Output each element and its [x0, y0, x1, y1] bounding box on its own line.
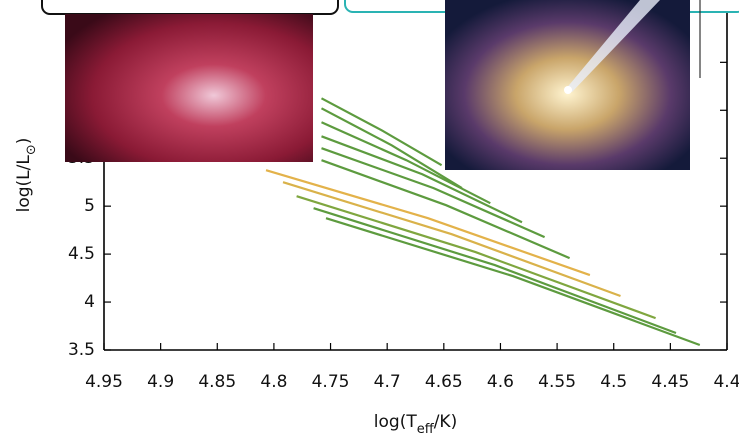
left-callout	[41, 0, 339, 15]
x-tick-label: 4.6	[487, 372, 514, 392]
y-axis-label-main: log(L/L	[14, 155, 34, 213]
x-tick-label: 4.5	[600, 372, 627, 392]
track-line	[325, 217, 701, 347]
track-line	[321, 147, 546, 239]
y-tick-label: 5	[84, 196, 95, 216]
nebula-image	[65, 14, 313, 162]
y-axis-label-tail: )	[14, 138, 34, 145]
track-line	[320, 107, 463, 190]
x-axis-label: log(Teff/K)	[374, 412, 457, 435]
x-tick-label: 4.95	[85, 372, 123, 392]
y-axis-label-sub: ⊙	[24, 144, 39, 155]
x-tick-label: 4.9	[147, 372, 174, 392]
x-axis-label-tail: /K)	[434, 412, 458, 432]
y-tick-label: 4.5	[68, 244, 95, 264]
track-line	[296, 195, 656, 320]
x-axis-label-main: log(T	[374, 412, 418, 432]
x-tick-label: 4.7	[374, 372, 401, 392]
star	[564, 86, 572, 94]
x-axis-label-sub: eff	[417, 422, 435, 435]
y-tick-label: 3.5	[68, 340, 95, 360]
x-tick-label: 4.45	[651, 372, 689, 392]
x-tick-label: 4.4	[713, 372, 739, 392]
x-tick-label: 4.55	[538, 372, 576, 392]
track-line	[320, 97, 443, 167]
y-axis-label: log(L/L⊙)	[14, 138, 39, 213]
track-line	[321, 121, 491, 205]
x-tick-label: 4.8	[260, 372, 287, 392]
x-tick-label: 4.65	[425, 372, 463, 392]
track-line	[321, 135, 523, 224]
track-line	[313, 207, 677, 335]
track-line	[265, 169, 591, 277]
overlay-images	[41, 0, 739, 170]
x-tick-label: 4.85	[198, 372, 236, 392]
track-line	[321, 159, 571, 260]
x-tick-label: 4.75	[312, 372, 350, 392]
track-line	[282, 181, 621, 298]
accretion-disk-image	[445, 0, 690, 170]
y-tick-label: 4	[84, 292, 95, 312]
jet	[565, 0, 660, 92]
